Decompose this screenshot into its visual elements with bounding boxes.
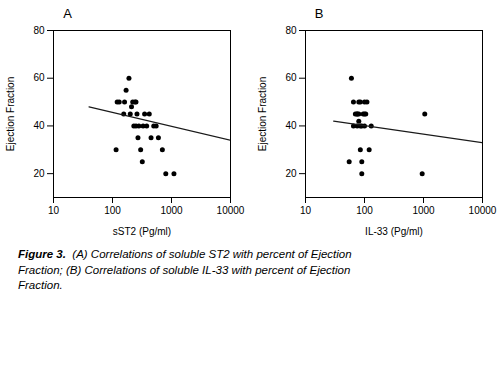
svg-text:20: 20 <box>34 168 46 179</box>
svg-text:Ejection Fraction: Ejection Fraction <box>256 77 267 151</box>
svg-text:10: 10 <box>300 205 312 216</box>
svg-text:Ejection Fraction: Ejection Fraction <box>5 77 16 151</box>
svg-text:1000: 1000 <box>412 205 435 216</box>
svg-text:60: 60 <box>34 72 46 83</box>
svg-text:10: 10 <box>48 205 60 216</box>
svg-text:40: 40 <box>34 120 46 131</box>
svg-text:60: 60 <box>285 72 297 83</box>
html-text:A: A <box>63 6 72 21</box>
svg-text:IL-33 (Pg/ml): IL-33 (Pg/ml) <box>365 226 423 237</box>
html-text:Figure 3. (A) Correlations of: Figure 3. (A) Correlations of soluble ST… <box>18 248 352 291</box>
svg-text:sST2 (Pg/ml): sST2 (Pg/ml) <box>113 226 171 237</box>
svg-text:1000: 1000 <box>161 205 184 216</box>
svg-text:40: 40 <box>285 120 297 131</box>
svg-text:80: 80 <box>34 25 46 36</box>
svg-text:10000: 10000 <box>217 205 245 216</box>
html-text:B: B <box>314 6 324 21</box>
svg-text:20: 20 <box>285 168 297 179</box>
svg-text:10000: 10000 <box>468 205 496 216</box>
svg-text:80: 80 <box>285 25 297 36</box>
svg-text:100: 100 <box>356 205 373 216</box>
svg-text:100: 100 <box>104 205 121 216</box>
